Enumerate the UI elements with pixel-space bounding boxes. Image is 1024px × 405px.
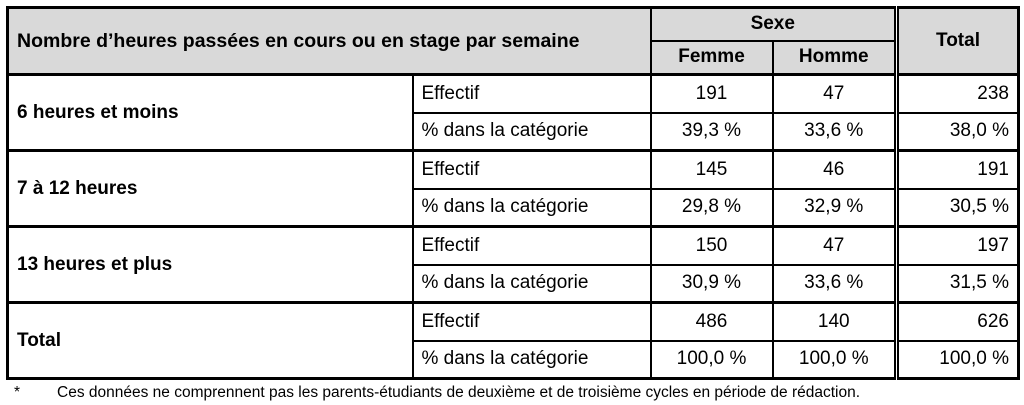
header-femme: Femme	[649, 39, 774, 76]
cell-value: 30,5 %	[894, 187, 1020, 228]
cell-value: 100,0 %	[649, 339, 774, 380]
cell-value: 486	[649, 301, 774, 342]
crosstab-table: Nombre d’heures passées en cours ou en s…	[6, 6, 1020, 380]
table-row: % dans la catégorie 100,0 % 100,0 % 100,…	[8, 339, 1020, 380]
header-sexe: Sexe	[649, 6, 898, 42]
cell-value: 33,6 %	[771, 263, 898, 304]
cell-value: 39,3 %	[649, 111, 774, 152]
row-type-label: Effectif	[411, 301, 652, 342]
cell-value: 100,0 %	[771, 339, 898, 380]
row-type-label: % dans la catégorie	[411, 187, 652, 228]
cell-value: 150	[649, 225, 774, 266]
table-row: 7 à 12 heures Effectif 145 46 191	[6, 149, 1020, 228]
row-type-label: Effectif	[411, 225, 652, 266]
cell-value: 100,0 %	[894, 339, 1020, 380]
cell-value: 38,0 %	[894, 111, 1020, 152]
cell-value: 32,9 %	[771, 187, 898, 228]
cell-value: 47	[771, 225, 898, 266]
cell-value: 191	[894, 149, 1020, 190]
row-type-label: Effectif	[411, 149, 652, 190]
row-type-label: Effectif	[411, 73, 652, 114]
table-row: % dans la catégorie 39,3 % 33,6 % 38,0 %	[8, 111, 1020, 152]
cell-value: 46	[771, 149, 898, 190]
table-row: % dans la catégorie 30,9 % 33,6 % 31,5 %	[8, 263, 1020, 304]
footnote-marker: *	[14, 384, 21, 401]
cell-value: 33,6 %	[771, 111, 898, 152]
row-group-label: Total	[6, 301, 414, 380]
cell-value: 145	[649, 149, 774, 190]
cell-value: 31,5 %	[894, 263, 1020, 304]
cell-value: 140	[771, 301, 898, 342]
cell-value: 191	[649, 73, 774, 114]
row-type-label: % dans la catégorie	[411, 339, 652, 380]
row-type-label: % dans la catégorie	[411, 111, 652, 152]
table-row: 13 heures et plus Effectif 150 47 197	[6, 225, 1020, 304]
table-row: Total Effectif 486 140 626	[6, 301, 1020, 380]
header-homme: Homme	[771, 39, 898, 76]
cell-value: 30,9 %	[649, 263, 774, 304]
header-question: Nombre d’heures passées en cours ou en s…	[6, 6, 652, 76]
row-group-label: 13 heures et plus	[6, 225, 414, 304]
cell-value: 29,8 %	[649, 187, 774, 228]
table-row: 6 heures et moins Effectif 191 47 238	[6, 73, 1020, 152]
cell-value: 197	[894, 225, 1020, 266]
cell-value: 47	[771, 73, 898, 114]
row-type-label: % dans la catégorie	[411, 263, 652, 304]
header-total: Total	[894, 6, 1020, 76]
row-group-label: 6 heures et moins	[6, 73, 414, 152]
cell-value: 238	[894, 73, 1020, 114]
footnote: * Ces données ne comprennent pas les par…	[6, 384, 1018, 402]
table-row: % dans la catégorie 29,8 % 32,9 % 30,5 %	[8, 187, 1020, 228]
footnote-text: Ces données ne comprennent pas les paren…	[57, 384, 861, 401]
cell-value: 626	[894, 301, 1020, 342]
row-group-label: 7 à 12 heures	[6, 149, 414, 228]
